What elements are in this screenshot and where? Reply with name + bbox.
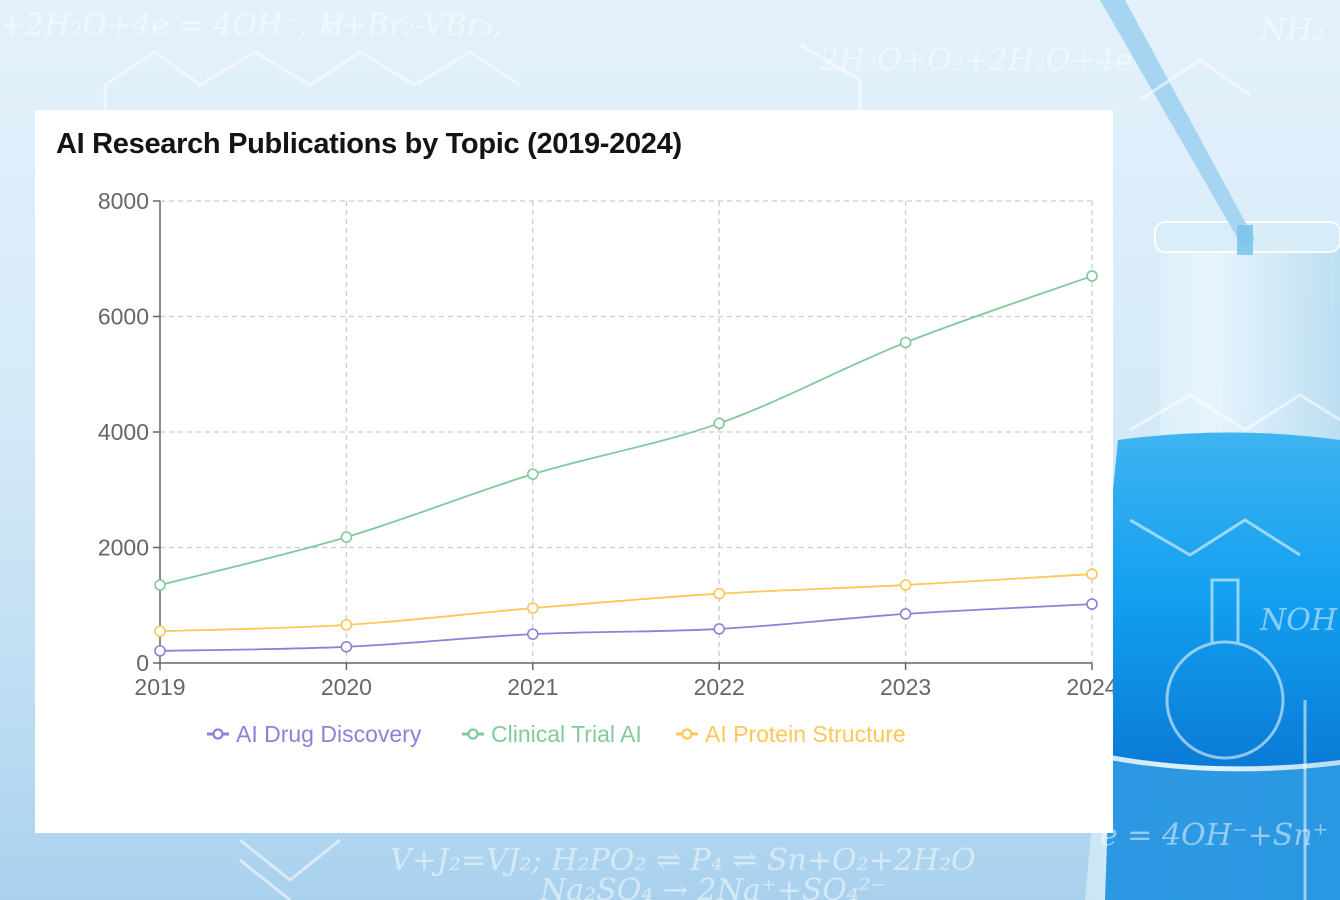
x-tick-label: 2023 bbox=[880, 674, 931, 700]
series-clinical-trial-ai bbox=[154, 270, 1098, 591]
legend-label: Clinical Trial AI bbox=[491, 721, 642, 747]
chart-title: AI Research Publications by Topic (2019-… bbox=[56, 128, 682, 160]
legend-item[interactable]: AI Drug Discovery bbox=[207, 721, 422, 747]
chemistry-doodles bbox=[103, 43, 1340, 900]
legend-label: AI Drug Discovery bbox=[236, 721, 422, 747]
series-line bbox=[159, 603, 1093, 652]
series-ai-drug-discovery bbox=[154, 598, 1098, 657]
svg-text:V+J₂=VJ₂; H₂PO₂ ⇌ P₄ ⇌ Sn+O₂: V+J₂=VJ₂; H₂PO₂ ⇌ P₄ ⇌ Sn+O₂+2H₂O bbox=[390, 843, 976, 878]
x-tick-label: 2022 bbox=[694, 674, 745, 700]
chart-card: AI Research Publications by Topic (2019-… bbox=[35, 110, 1113, 833]
x-tick-label: 2021 bbox=[507, 674, 558, 700]
y-tick-label: 8000 bbox=[98, 188, 149, 214]
formula-doodles: +2H₂O+4e = 4OH⁻; H V+Br₂-VBr₃; 2H₂O+O₂+2… bbox=[0, 8, 1338, 900]
legend-marker-icon bbox=[212, 728, 224, 740]
svg-text:Na₂SO₄ → 2Na⁺+SO₄²⁻: Na₂SO₄ → 2Na⁺+SO₄²⁻ bbox=[539, 873, 887, 900]
data-point[interactable] bbox=[1086, 598, 1098, 610]
data-point[interactable] bbox=[526, 602, 539, 614]
data-point[interactable] bbox=[899, 336, 912, 349]
svg-text:V+Br₂-VBr₃;: V+Br₂-VBr₃; bbox=[320, 8, 503, 43]
legend-marker-icon bbox=[681, 728, 693, 740]
legend-marker-icon bbox=[467, 728, 479, 740]
series-group bbox=[154, 270, 1098, 657]
series-line bbox=[159, 573, 1093, 633]
data-point[interactable] bbox=[713, 623, 726, 635]
data-point[interactable] bbox=[340, 619, 353, 631]
legend-label: AI Protein Structure bbox=[705, 721, 906, 747]
data-point[interactable] bbox=[340, 531, 353, 543]
legend: AI Drug Discovery Clinical Trial AI AI Pro… bbox=[207, 721, 906, 747]
data-point[interactable] bbox=[1086, 568, 1098, 580]
y-tick-label: 4000 bbox=[98, 419, 149, 445]
x-tick-label: 2024 bbox=[1066, 674, 1113, 700]
data-point[interactable] bbox=[713, 417, 726, 430]
series-ai-protein-structure bbox=[154, 568, 1098, 638]
legend-item[interactable]: AI Protein Structure bbox=[676, 721, 906, 747]
axes: 0 2000 4000 6000 8000 2019 2020 2021 2022 2023 202… bbox=[98, 188, 1113, 700]
line-chart: 0 2000 4000 6000 8000 2019 2020 2021 2022 2023 202… bbox=[98, 188, 1113, 747]
svg-text:NH₂: NH₂ bbox=[1259, 13, 1324, 48]
svg-text:+2H₂O+4e = 4OH⁻; H: +2H₂O+4e = 4OH⁻; H bbox=[0, 8, 346, 43]
data-point[interactable] bbox=[154, 625, 166, 638]
y-tick-label: 0 bbox=[136, 650, 149, 676]
y-tick-label: 2000 bbox=[98, 535, 149, 561]
svg-text:2H₂O+O₂+2H₂O+4e: 2H₂O+O₂+2H₂O+4e bbox=[819, 43, 1133, 78]
grid-lines bbox=[160, 200, 1093, 663]
svg-text:e = 4OH⁻+Sn⁺: e = 4OH⁻+Sn⁺ bbox=[1100, 818, 1329, 853]
y-tick-label: 6000 bbox=[98, 304, 149, 330]
x-tick-label: 2020 bbox=[321, 674, 372, 700]
data-point[interactable] bbox=[526, 468, 539, 480]
data-point[interactable] bbox=[340, 641, 353, 653]
data-point[interactable] bbox=[154, 645, 166, 657]
x-tick-label: 2019 bbox=[134, 674, 185, 700]
data-point[interactable] bbox=[713, 587, 726, 600]
data-point[interactable] bbox=[1086, 270, 1098, 282]
data-point[interactable] bbox=[526, 628, 539, 640]
legend-item[interactable]: Clinical Trial AI bbox=[462, 721, 642, 747]
flask-illustration bbox=[1085, 0, 1340, 900]
series-line bbox=[159, 275, 1093, 586]
data-point[interactable] bbox=[154, 579, 166, 591]
svg-text:NOH: NOH bbox=[1259, 603, 1338, 638]
data-point[interactable] bbox=[899, 579, 912, 591]
data-point[interactable] bbox=[899, 608, 912, 620]
